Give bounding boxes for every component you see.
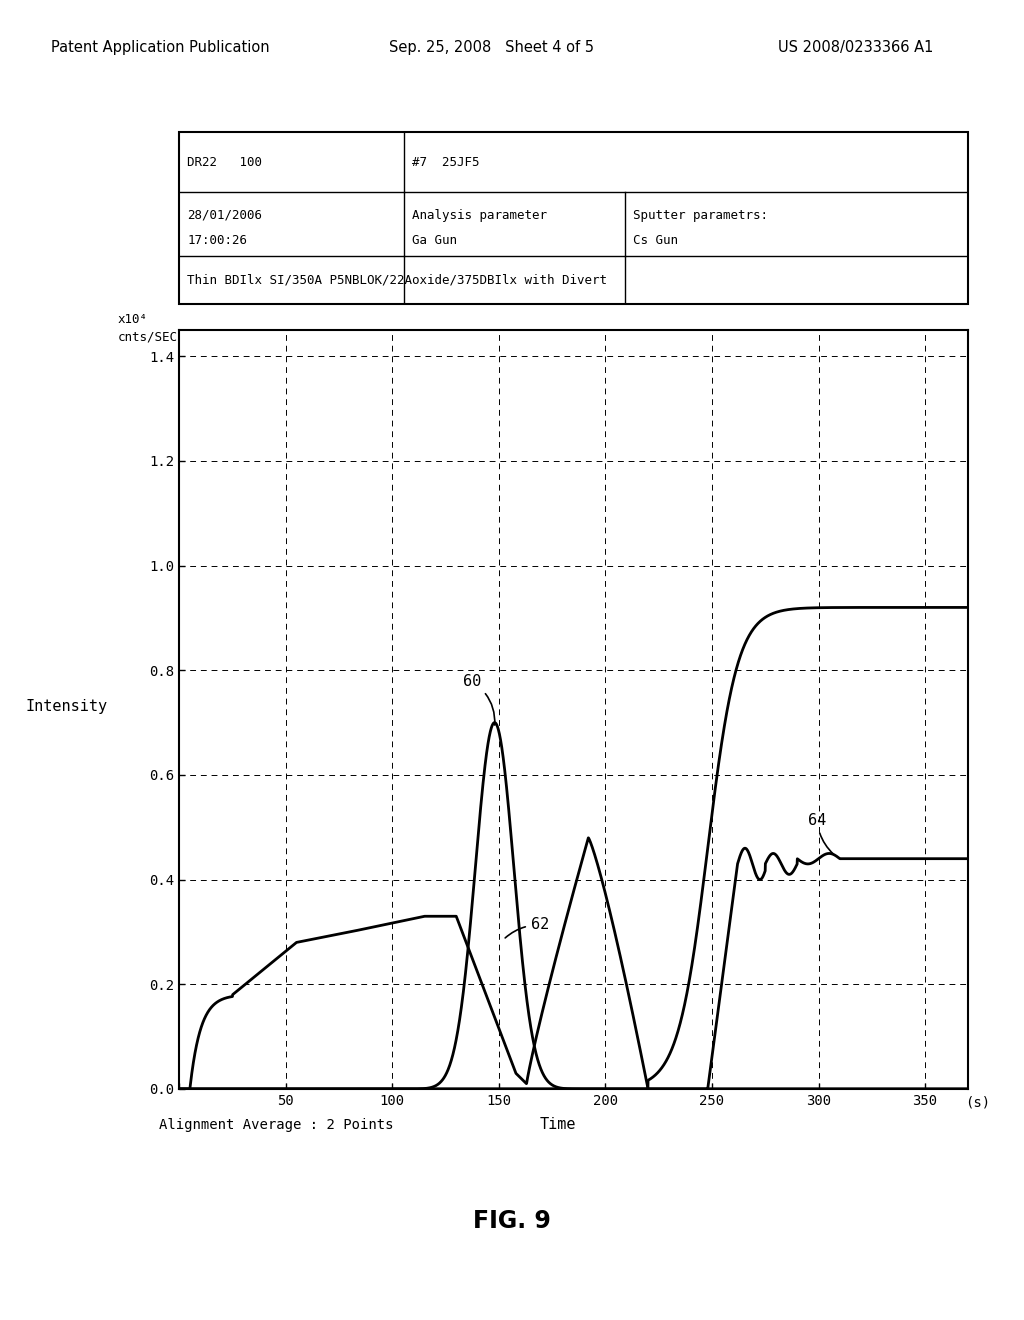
Text: US 2008/0233366 A1: US 2008/0233366 A1 [778,40,934,55]
Text: #7  25JF5: #7 25JF5 [412,156,479,169]
Text: x10⁴: x10⁴ [118,313,147,326]
Text: Time: Time [540,1117,577,1133]
Text: (s): (s) [966,1096,990,1109]
Text: Ga Gun: Ga Gun [412,235,457,247]
Text: Thin BDIlx SI/350A P5NBLOK/22Aoxide/375DBIlx with Divert: Thin BDIlx SI/350A P5NBLOK/22Aoxide/375D… [187,273,607,286]
Text: cnts/SEC: cnts/SEC [118,330,178,343]
Text: 64: 64 [808,813,834,854]
Text: 17:00:26: 17:00:26 [187,235,247,247]
Text: Sputter parametrs:: Sputter parametrs: [633,209,768,222]
Text: Alignment Average : 2 Points: Alignment Average : 2 Points [159,1118,394,1131]
Text: FIG. 9: FIG. 9 [473,1209,551,1233]
Text: Sep. 25, 2008   Sheet 4 of 5: Sep. 25, 2008 Sheet 4 of 5 [389,40,594,55]
Text: 28/01/2006: 28/01/2006 [187,209,262,222]
Text: 60: 60 [463,675,495,725]
Text: Analysis parameter: Analysis parameter [412,209,547,222]
Text: DR22   100: DR22 100 [187,156,262,169]
Text: Patent Application Publication: Patent Application Publication [51,40,270,55]
Text: Cs Gun: Cs Gun [633,235,678,247]
Text: 62: 62 [505,917,549,939]
Text: Intensity: Intensity [26,698,108,714]
